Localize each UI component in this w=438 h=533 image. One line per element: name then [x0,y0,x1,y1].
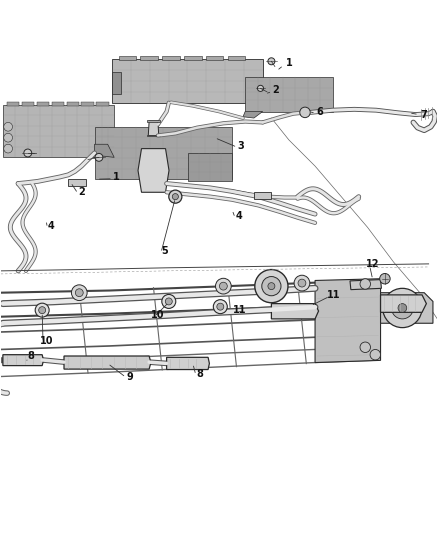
Circle shape [258,85,264,92]
Text: 8: 8 [196,369,203,379]
Circle shape [39,306,46,313]
Circle shape [255,270,288,303]
Text: 3: 3 [237,141,244,151]
Circle shape [298,279,306,287]
Text: 11: 11 [327,290,340,300]
Circle shape [300,107,310,118]
Polygon shape [381,293,433,323]
Polygon shape [67,102,79,106]
Circle shape [392,297,413,319]
Circle shape [213,300,227,313]
Text: 10: 10 [151,310,165,320]
Text: 11: 11 [233,305,247,315]
Polygon shape [7,102,19,106]
Text: 12: 12 [366,260,380,269]
Circle shape [370,350,381,360]
Circle shape [162,294,176,309]
Polygon shape [381,295,426,312]
Polygon shape [166,357,209,369]
Polygon shape [272,304,318,319]
Circle shape [383,288,422,328]
Circle shape [4,144,12,153]
Circle shape [360,279,371,289]
Text: 7: 7 [421,110,427,119]
Polygon shape [254,192,272,199]
Polygon shape [245,77,332,111]
Polygon shape [141,56,158,60]
Text: 4: 4 [235,211,242,221]
Text: 9: 9 [126,372,133,382]
Circle shape [219,282,227,290]
Circle shape [262,277,281,296]
Polygon shape [148,120,159,122]
Polygon shape [206,56,223,60]
Polygon shape [3,354,43,366]
Polygon shape [112,59,263,103]
Circle shape [215,278,231,294]
Polygon shape [64,356,151,369]
Circle shape [268,282,275,289]
Polygon shape [315,279,381,362]
Polygon shape [96,102,109,106]
Circle shape [398,304,407,312]
Circle shape [4,123,12,131]
Circle shape [35,303,49,317]
Text: 5: 5 [161,246,168,256]
Text: 2: 2 [272,85,279,95]
Polygon shape [148,135,159,136]
Circle shape [169,190,182,203]
Polygon shape [3,105,114,157]
Polygon shape [22,102,34,106]
Circle shape [75,289,83,297]
Circle shape [71,285,87,301]
Polygon shape [52,102,64,106]
Text: 4: 4 [48,221,54,231]
Polygon shape [148,121,159,135]
Polygon shape [68,179,86,185]
Circle shape [380,273,390,284]
Text: 2: 2 [78,187,85,197]
Circle shape [24,149,32,157]
Polygon shape [138,149,169,192]
Circle shape [4,133,12,142]
Circle shape [165,298,172,305]
Polygon shape [188,153,232,181]
Circle shape [217,303,224,310]
Circle shape [360,342,371,352]
Polygon shape [162,56,180,60]
Polygon shape [81,102,94,106]
Polygon shape [243,111,263,118]
Circle shape [172,193,178,200]
Text: 10: 10 [40,336,53,346]
Text: 1: 1 [286,59,292,68]
Polygon shape [112,72,121,94]
Polygon shape [350,280,381,289]
Polygon shape [228,56,245,60]
Circle shape [268,58,275,65]
Text: 6: 6 [316,107,323,117]
Circle shape [294,275,310,291]
Polygon shape [119,56,136,60]
Polygon shape [37,102,49,106]
Text: 8: 8 [28,351,35,361]
Polygon shape [184,56,201,60]
Polygon shape [95,127,232,179]
Text: 1: 1 [113,172,120,182]
Polygon shape [95,144,114,157]
Circle shape [95,154,103,161]
